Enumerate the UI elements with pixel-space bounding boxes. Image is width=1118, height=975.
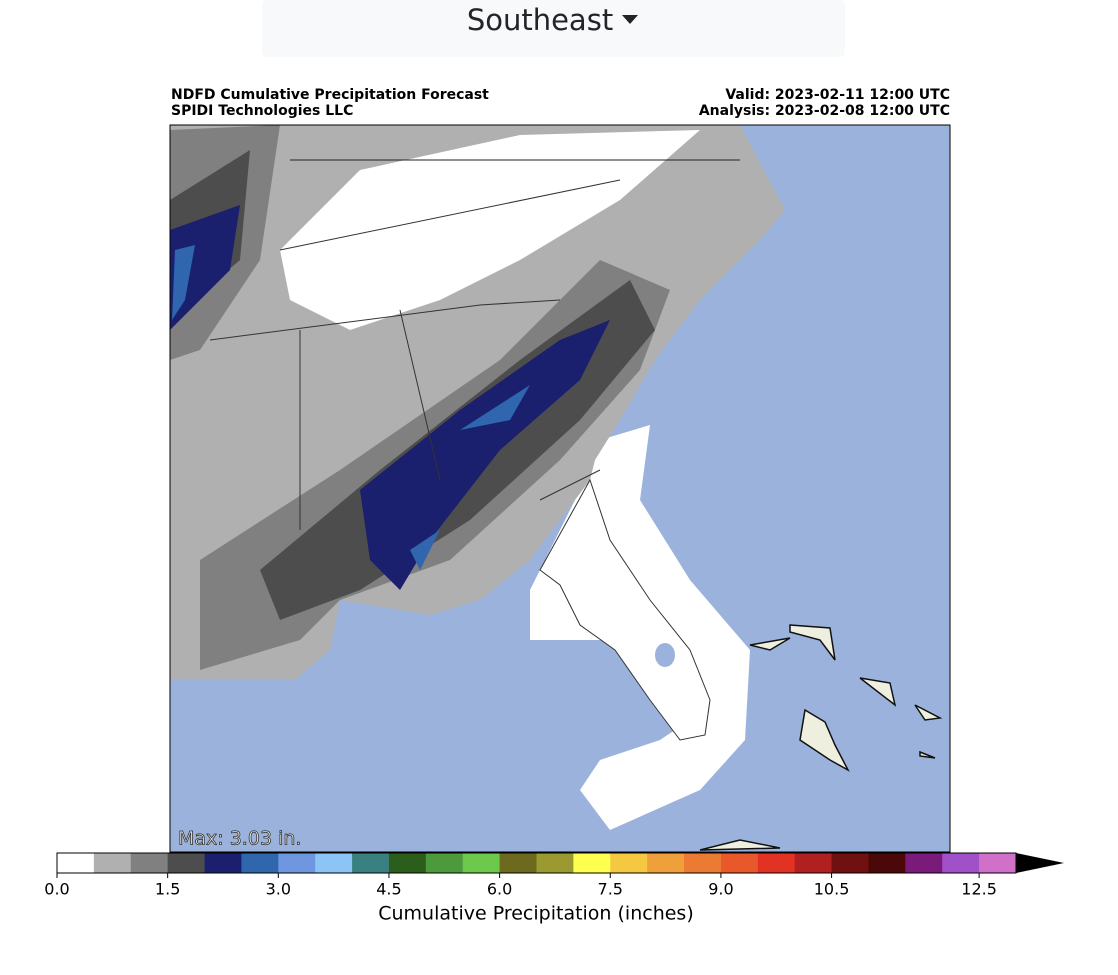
map xyxy=(170,125,950,852)
map-title: NDFD Cumulative Precipitation Forecast xyxy=(171,87,489,103)
analysis-time: Analysis: 2023-02-08 12:00 UTC xyxy=(699,103,950,119)
colorbar-swatch xyxy=(462,853,501,873)
colorbar-swatch xyxy=(499,853,537,873)
colorbar-swatch xyxy=(647,853,685,873)
map-subtitle: SPIDI Technologies LLC xyxy=(171,103,353,119)
dropdown[interactable]: Southeast xyxy=(262,0,845,57)
land-dry xyxy=(280,130,700,330)
lake xyxy=(655,643,675,667)
colorbar-swatch xyxy=(684,853,722,873)
precip-1 xyxy=(170,125,670,670)
state-lines xyxy=(209,179,621,530)
map-frame xyxy=(169,124,951,853)
max-annotation: Max: 3.03 in. xyxy=(178,828,301,850)
colorbar-tick-label: 3.0 xyxy=(266,880,291,899)
colorbar-tick-label: 4.5 xyxy=(376,880,401,899)
colorbar-label: Cumulative Precipitation (inches) xyxy=(378,903,694,925)
colorbar-swatch xyxy=(868,853,906,873)
valid-time: Valid: 2023-02-11 12:00 UTC xyxy=(725,87,950,103)
colorbar-tick-label: 10.5 xyxy=(814,880,850,899)
colorbar-swatch xyxy=(93,853,132,873)
dropdown-caret[interactable] xyxy=(622,15,638,24)
colorbar-swatch xyxy=(388,853,427,873)
colorbar-swatch xyxy=(315,853,353,873)
colorbar-swatch xyxy=(905,853,943,873)
colorbar-outline xyxy=(56,852,1017,874)
colorbar-swatch xyxy=(352,853,390,873)
dropdown-label[interactable]: Southeast xyxy=(467,3,613,37)
colorbar-swatch xyxy=(536,853,574,873)
colorbar-swatch xyxy=(130,853,169,873)
colorbar-tick-label: 7.5 xyxy=(598,880,623,899)
colorbar: 0.0 1.5 3.0 4.5 6.0 7.5 9.0 10.5 12.5 xyxy=(44,852,1064,899)
colorbar-swatch xyxy=(278,853,316,873)
colorbar-tick-label: 12.5 xyxy=(961,880,997,899)
colorbar-tick-label: 0.0 xyxy=(44,880,69,899)
colorbar-swatch xyxy=(610,853,648,873)
colorbar-swatch xyxy=(831,853,869,873)
colorbar-swatch xyxy=(757,853,796,873)
colorbar-swatch xyxy=(942,853,980,873)
colorbar-swatch xyxy=(241,853,279,873)
colorbar-swatch xyxy=(167,853,206,873)
colorbar-tick-label: 1.5 xyxy=(155,880,180,899)
colorbar-tick-label: 6.0 xyxy=(487,880,512,899)
colorbar-swatch xyxy=(794,853,833,873)
florida xyxy=(539,478,711,741)
colorbar-swatch xyxy=(57,853,95,873)
islands xyxy=(699,624,943,851)
colorbar-extend xyxy=(1016,853,1064,873)
colorbar-tick-label: 9.0 xyxy=(708,880,733,899)
colorbar-swatch xyxy=(979,853,1017,873)
colorbar-swatch xyxy=(573,853,611,873)
dropdown-box[interactable] xyxy=(262,0,845,57)
colorbar-swatch xyxy=(204,853,242,873)
colorbar-swatch xyxy=(720,853,759,873)
colorbar-swatch xyxy=(425,853,464,873)
